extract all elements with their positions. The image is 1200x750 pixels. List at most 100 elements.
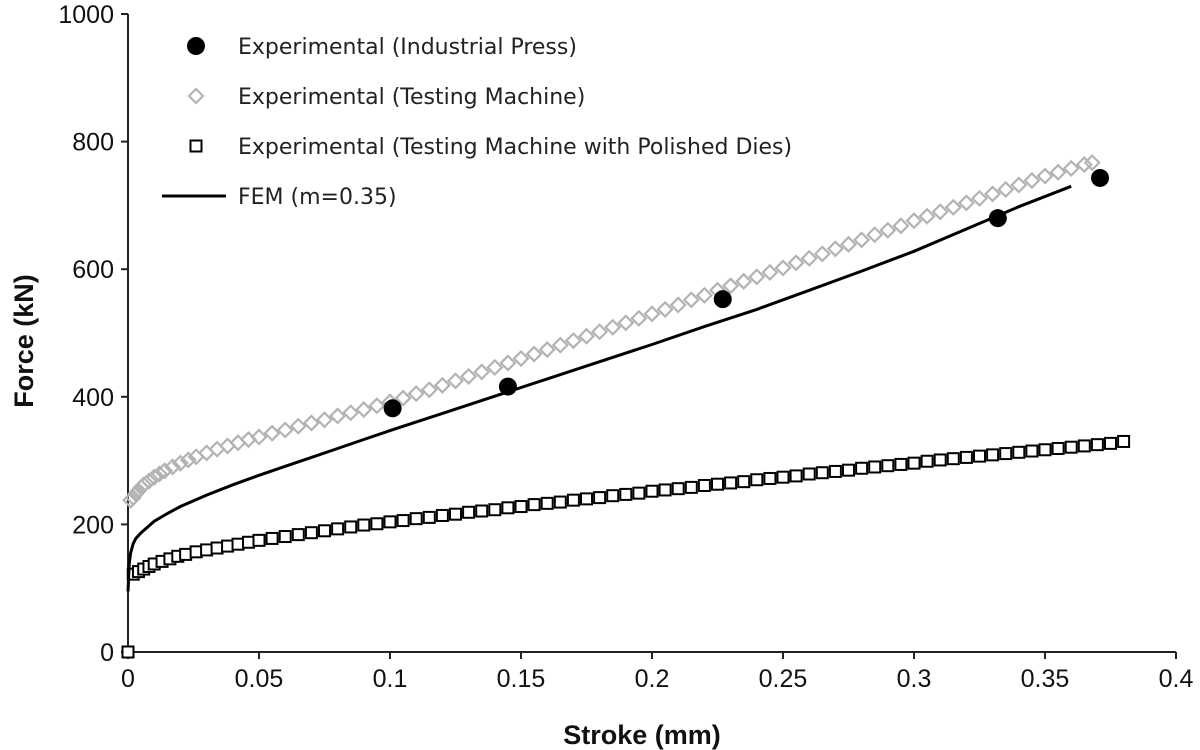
data-point [179, 547, 193, 561]
data-point [263, 424, 281, 442]
data-point [671, 482, 685, 496]
legend-label: FEM (m=0.35) [238, 185, 397, 210]
data-point [1036, 167, 1054, 185]
legend-label: Experimental (Testing Machine) [238, 85, 585, 110]
data-point [591, 323, 609, 341]
legend-label: Experimental (Industrial Press) [238, 35, 577, 60]
data-point [892, 217, 910, 235]
data-point [221, 539, 235, 553]
x-tick-label: 0.1 [373, 665, 408, 693]
x-tick-label: 0.4 [1159, 665, 1194, 693]
data-point [737, 475, 751, 489]
data-point [855, 461, 869, 475]
data-point [697, 478, 711, 492]
data-point [713, 290, 732, 309]
data-point [986, 448, 1000, 462]
data-point [881, 459, 895, 473]
data-point [210, 541, 224, 555]
data-point [682, 291, 700, 309]
data-point [538, 341, 556, 359]
data-point [189, 545, 203, 559]
legend-item: Experimental (Industrial Press) [187, 35, 577, 60]
y-tick-label: 0 [100, 639, 114, 667]
data-point [684, 480, 698, 494]
data-point [970, 189, 989, 207]
data-point [933, 453, 947, 467]
data-point [735, 272, 753, 290]
data-point [501, 501, 515, 515]
data-point [748, 268, 766, 286]
data-point [1023, 171, 1041, 190]
data-point [577, 327, 596, 345]
data-point [498, 377, 517, 396]
data-point [828, 464, 842, 478]
y-tick-label: 800 [72, 129, 114, 157]
data-point [774, 259, 792, 277]
series-3 [126, 184, 1072, 592]
x-tick-label: 0.35 [1021, 665, 1070, 693]
data-point [527, 498, 541, 512]
series-0 [383, 168, 1110, 418]
data-point [988, 209, 1007, 228]
data-point [1091, 168, 1110, 187]
data-point [1104, 436, 1117, 450]
data-point [800, 249, 818, 267]
data-point [396, 514, 410, 528]
data-point [842, 463, 855, 477]
data-point [695, 286, 713, 304]
data-point [826, 240, 844, 258]
data-point [475, 504, 489, 518]
data-point [868, 460, 882, 474]
data-point [984, 185, 1002, 203]
data-point [525, 345, 543, 363]
data-point [540, 496, 554, 510]
data-point [135, 476, 153, 494]
data-point [617, 314, 635, 332]
data-point [315, 411, 334, 429]
legend-marker [189, 139, 203, 153]
data-point [959, 450, 973, 464]
data-point [179, 451, 197, 469]
data-point [140, 472, 158, 490]
data-point [632, 486, 646, 500]
data-point [329, 407, 347, 425]
data-point [462, 505, 476, 519]
data-point [553, 495, 567, 509]
y-tick-label: 200 [72, 511, 114, 539]
data-point [931, 203, 949, 221]
legend-marker [187, 87, 205, 105]
data-point [342, 404, 360, 422]
data-point [669, 296, 687, 314]
data-point [1077, 439, 1091, 453]
data-point [604, 318, 622, 336]
data-point [514, 500, 528, 514]
legend-item: Experimental (Testing Machine) [187, 85, 585, 110]
data-point [420, 381, 438, 399]
y-tick-label: 1000 [58, 1, 114, 29]
data-point [1038, 443, 1052, 457]
data-point [344, 520, 358, 534]
data-point [242, 535, 256, 549]
data-point [1012, 445, 1026, 459]
data-point [355, 401, 373, 419]
data-point [789, 469, 803, 483]
data-point [200, 543, 214, 557]
data-point [231, 537, 245, 551]
x-tick-label: 0.25 [759, 665, 808, 693]
data-point [121, 645, 135, 659]
data-point [776, 470, 790, 484]
y-axis-title: Force (kN) [9, 274, 39, 408]
data-point [763, 471, 777, 485]
data-point [291, 528, 305, 542]
data-point [383, 399, 402, 418]
data-point [593, 491, 607, 505]
data-point [879, 221, 897, 239]
data-point [564, 332, 582, 350]
data-point [907, 456, 921, 470]
x-tick-label: 0 [121, 665, 135, 693]
data-point [433, 376, 451, 394]
data-point [1025, 444, 1039, 458]
data-point [1062, 159, 1080, 177]
y-axis-ticks: 0 200 400 600 800 1000 [58, 1, 128, 667]
data-point [866, 226, 884, 244]
